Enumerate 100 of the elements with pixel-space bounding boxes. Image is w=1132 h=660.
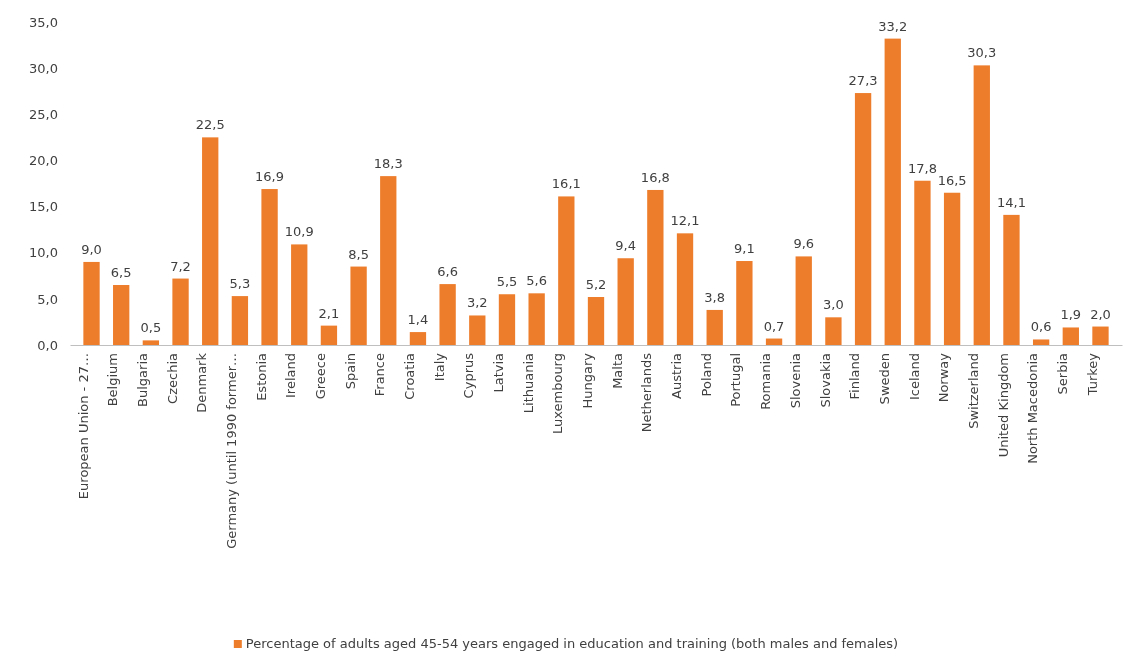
data-label: 3,8	[704, 289, 726, 305]
bar	[676, 233, 694, 345]
bar	[617, 258, 634, 345]
y-tick-label: 35,0	[29, 14, 58, 30]
data-label: 5,5	[496, 274, 518, 290]
x-tick-label: Ireland	[283, 353, 299, 398]
bar	[914, 180, 931, 345]
bar	[973, 65, 990, 345]
bar	[854, 93, 872, 345]
x-tick-label: France	[372, 353, 388, 397]
data-label: 8,5	[348, 246, 369, 262]
bar	[469, 315, 486, 345]
data-label: 6,5	[110, 265, 132, 281]
data-label: 2,0	[1090, 306, 1111, 322]
data-label: 7,2	[170, 258, 191, 274]
data-label: 2,1	[318, 305, 340, 321]
data-label: 30,3	[967, 45, 997, 61]
data-label: 9,1	[734, 241, 755, 257]
bar	[380, 176, 397, 345]
data-label: 5,3	[229, 276, 251, 292]
x-tick-label: Czechia	[164, 353, 180, 404]
bar	[647, 189, 664, 345]
data-label: 9,4	[615, 238, 637, 254]
x-tick-label: Sweden	[876, 353, 892, 405]
data-label: 0,6	[1030, 319, 1052, 335]
bar	[1062, 327, 1079, 345]
x-tick-label: Cyprus	[461, 352, 477, 399]
x-tick-label: Luxembourg	[550, 353, 566, 435]
bar	[558, 196, 575, 345]
data-label: 3,0	[823, 297, 844, 313]
x-tick-label: Poland	[698, 353, 714, 397]
x-tick-label: North Macedonia	[1025, 353, 1041, 464]
data-label: 14,1	[996, 194, 1026, 210]
bar	[291, 244, 308, 345]
bar	[736, 261, 753, 345]
data-label: 16,9	[255, 169, 285, 185]
data-label: 33,2	[878, 18, 908, 34]
data-label: 16,1	[551, 176, 581, 192]
bar	[943, 192, 961, 345]
x-tick-label: Italy	[431, 352, 447, 382]
bar	[884, 38, 901, 345]
x-tick-label: Hungary	[580, 352, 596, 409]
x-tick-label: Germany (until 1990 former…	[223, 353, 239, 549]
x-tick-label: Netherlands	[639, 352, 655, 433]
data-label: 18,3	[373, 156, 403, 172]
bar	[498, 294, 516, 345]
bar	[142, 340, 160, 345]
data-label: 1,4	[407, 312, 429, 328]
data-label: 17,8	[907, 160, 937, 176]
bar	[1003, 214, 1020, 345]
bar	[350, 266, 367, 345]
bar	[765, 338, 783, 345]
x-tick-label: Latvia	[491, 353, 507, 393]
bar	[1092, 326, 1109, 345]
x-tick-label: Spain	[342, 353, 358, 390]
x-tick-label: Finland	[847, 353, 863, 400]
y-tick-label: 25,0	[29, 106, 58, 122]
x-tick-label: Malta	[609, 353, 625, 389]
x-tick-label: European Union - 27…	[75, 353, 91, 500]
x-tick-label: Romania	[758, 353, 774, 410]
x-tick-label: Belgium	[105, 353, 121, 407]
bar	[825, 317, 842, 345]
bar	[795, 256, 812, 345]
x-tick-label: Lithuania	[520, 353, 536, 414]
data-label: 3,2	[466, 295, 488, 311]
data-label: 9,6	[793, 236, 815, 252]
bar	[83, 261, 100, 345]
data-label: 27,3	[848, 73, 878, 89]
x-tick-label: Slovakia	[817, 353, 833, 408]
x-tick-label: Bulgaria	[134, 353, 150, 407]
x-tick-label: Croatia	[402, 353, 418, 400]
bar	[706, 309, 723, 345]
x-tick-label: Serbia	[1054, 353, 1070, 395]
y-tick-label: 0,0	[37, 337, 58, 353]
x-tick-label: Greece	[313, 353, 329, 400]
data-label: 10,9	[284, 224, 314, 240]
data-label: 12,1	[670, 213, 700, 229]
x-tick-label: Turkey	[1084, 352, 1100, 397]
y-tick-label: 5,0	[37, 291, 58, 307]
bar	[439, 284, 456, 345]
data-label: 5,2	[585, 277, 607, 293]
data-label: 0,5	[140, 320, 162, 336]
bar	[528, 293, 545, 345]
y-tick-label: 20,0	[29, 153, 58, 169]
bar	[320, 325, 338, 345]
bar	[113, 285, 130, 345]
data-label: 9,0	[81, 241, 102, 257]
x-tick-label: Slovenia	[787, 353, 803, 409]
y-tick-label: 30,0	[29, 60, 58, 76]
data-label: 16,8	[640, 169, 670, 185]
data-label: 22,5	[195, 117, 225, 133]
data-label: 0,7	[763, 318, 785, 334]
x-tick-label: Denmark	[194, 352, 210, 413]
data-label: 6,6	[437, 264, 458, 280]
data-label: 1,9	[1060, 307, 1082, 323]
bar	[261, 189, 278, 345]
x-tick-label: Portugal	[728, 353, 744, 407]
x-tick-label: Norway	[936, 352, 952, 403]
bar	[587, 297, 605, 345]
x-tick-label: Switzerland	[965, 353, 981, 429]
